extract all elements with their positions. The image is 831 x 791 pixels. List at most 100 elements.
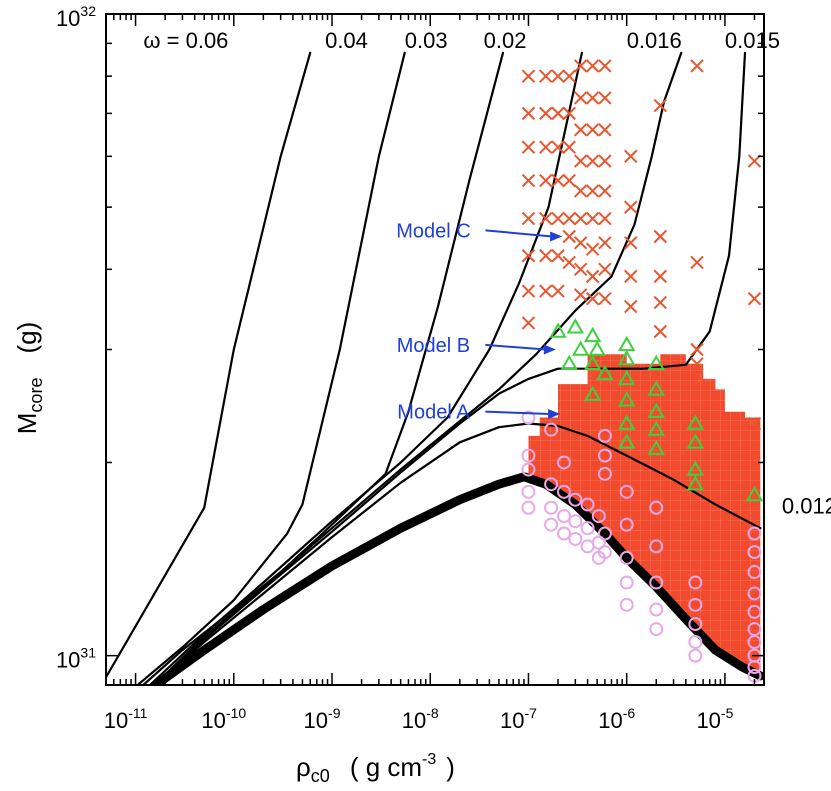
x-tick-label: 10-7 xyxy=(500,705,537,733)
circle-marker xyxy=(544,477,559,492)
x-marker-stroke xyxy=(521,140,536,154)
circle-marker xyxy=(556,509,571,524)
circle-marker xyxy=(619,517,634,532)
circle-marker xyxy=(521,484,536,499)
x-marker xyxy=(562,211,576,226)
triangle-marker xyxy=(686,460,705,476)
x-marker xyxy=(539,211,553,226)
x-marker-stroke xyxy=(521,316,536,330)
model-annotation-0: Model C xyxy=(396,220,563,242)
x-marker-stroke xyxy=(551,173,565,188)
x-marker xyxy=(521,211,536,226)
circle-marker xyxy=(619,597,634,612)
circle-marker xyxy=(556,484,571,499)
x-marker-stroke xyxy=(624,269,638,284)
x-axis-units-close: ) xyxy=(446,752,455,782)
y-tick-label: 1031 xyxy=(56,645,96,673)
circle-marker xyxy=(597,428,612,443)
omega-label: 0.015 xyxy=(725,28,780,53)
omega-curve-2 xyxy=(142,51,505,685)
omega-curve-4 xyxy=(153,51,683,685)
x-marker xyxy=(598,291,612,306)
model-arrow-line xyxy=(485,343,546,351)
x-marker-stroke xyxy=(562,173,576,188)
x-marker xyxy=(624,236,638,250)
x-marker xyxy=(690,255,704,270)
x-marker-stroke xyxy=(573,123,588,137)
circle-marker xyxy=(521,500,536,515)
circle-marker xyxy=(568,531,583,546)
x-tick-label: 10-11 xyxy=(104,705,148,733)
triangle-marker xyxy=(596,364,614,380)
x-marker xyxy=(573,288,588,302)
x-marker xyxy=(585,184,600,198)
omega-label: 0.04 xyxy=(325,28,368,53)
x-marker-stroke xyxy=(747,291,762,306)
circle-marker xyxy=(649,602,664,617)
x-marker xyxy=(521,69,536,83)
x-marker xyxy=(521,316,536,330)
model-label: Model B xyxy=(397,335,470,357)
circle-marker xyxy=(688,635,703,650)
triangle-marker xyxy=(745,485,764,502)
triangle-marker xyxy=(617,369,636,386)
circle-marker xyxy=(580,521,595,536)
circle-marker xyxy=(747,586,762,601)
x-marker xyxy=(624,269,638,284)
omega-label: 0.012 xyxy=(782,494,831,519)
x-tick-label: 10-10 xyxy=(201,705,246,733)
x-marker xyxy=(690,342,704,357)
x-axis-units: ( g cm xyxy=(350,752,422,782)
circle-marker xyxy=(580,539,595,554)
circle-marker xyxy=(521,462,536,477)
triangle-marker xyxy=(583,385,602,402)
x-marker xyxy=(573,236,588,250)
x-marker-stroke xyxy=(653,229,668,244)
x-marker-stroke xyxy=(598,236,612,250)
x-marker-stroke xyxy=(653,324,668,339)
circle-marker xyxy=(619,484,634,499)
omega-curve-1 xyxy=(136,51,406,685)
circle-marker xyxy=(597,526,612,541)
x-marker-stroke xyxy=(562,106,576,121)
omega-curve-0 xyxy=(106,51,312,680)
x-marker xyxy=(539,69,553,83)
x-marker-stroke xyxy=(585,91,600,105)
x-marker xyxy=(521,284,536,298)
x-marker-stroke xyxy=(539,106,553,121)
triangle-marker xyxy=(549,322,567,338)
x-marker xyxy=(539,249,553,263)
circle-marker xyxy=(688,648,703,663)
x-marker-stroke xyxy=(573,59,588,73)
x-marker-stroke xyxy=(521,249,536,263)
x-marker-stroke xyxy=(653,295,668,310)
triangle-marker xyxy=(686,433,705,449)
circle-marker xyxy=(619,550,634,565)
omega-label: ω = 0.06 xyxy=(143,28,228,53)
triangle-marker xyxy=(617,414,636,430)
triangle-marker xyxy=(571,340,590,356)
circle-marker xyxy=(521,448,536,463)
x-marker-stroke xyxy=(573,154,588,168)
unstable-region-shade xyxy=(528,354,761,676)
triangle-marker xyxy=(617,349,636,366)
x-marker xyxy=(585,91,600,105)
omega-curve-3 xyxy=(148,51,584,685)
x-marker-stroke xyxy=(598,211,612,226)
x-marker-stroke xyxy=(551,284,565,298)
circle-marker xyxy=(597,545,612,560)
model-label: Model C xyxy=(396,220,470,242)
x-tick-label: 10-8 xyxy=(402,705,439,733)
x-axis-rho: ρ xyxy=(296,752,311,782)
x-marker xyxy=(539,140,553,154)
x-marker-stroke xyxy=(585,184,600,198)
x-marker-stroke xyxy=(624,299,638,314)
x-marker-stroke xyxy=(585,123,600,137)
x-marker-stroke xyxy=(573,262,588,277)
model-annotation-1: Model B xyxy=(397,335,556,357)
x-marker-stroke xyxy=(562,140,576,154)
x-axis-rho-sub: c0 xyxy=(311,766,330,786)
x-marker-stroke xyxy=(598,291,612,306)
x-marker-stroke xyxy=(521,284,536,298)
